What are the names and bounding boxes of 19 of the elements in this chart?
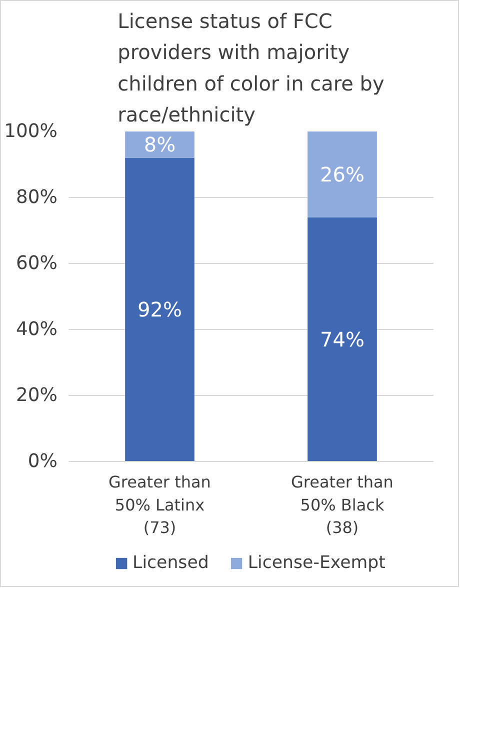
y-tick-label: 20%	[16, 385, 58, 406]
text: 8%	[144, 132, 176, 157]
y-tick-label: 100%	[4, 121, 58, 142]
text: 26%	[320, 162, 364, 186]
legend-label: Licensed	[132, 553, 209, 573]
y-tick-label: 0%	[28, 451, 58, 472]
legend-label: License-Exempt	[248, 553, 386, 573]
bar	[125, 158, 194, 462]
y-tick-label: 40%	[16, 319, 58, 340]
x-tick-label: Greater than 50% Black (38)	[291, 472, 394, 538]
text: 74%	[320, 327, 364, 352]
bar	[125, 132, 194, 158]
bar	[308, 132, 377, 218]
y-tick-label: 60%	[16, 253, 58, 274]
x-tick-label: Greater than 50% Latinx (73)	[108, 472, 211, 538]
bar	[308, 217, 377, 462]
text: 92%	[138, 298, 182, 322]
y-tick-label: 80%	[16, 187, 58, 208]
chart-title: License status of FCC providers with majority children of color in care by race/ethnicity	[118, 8, 384, 126]
